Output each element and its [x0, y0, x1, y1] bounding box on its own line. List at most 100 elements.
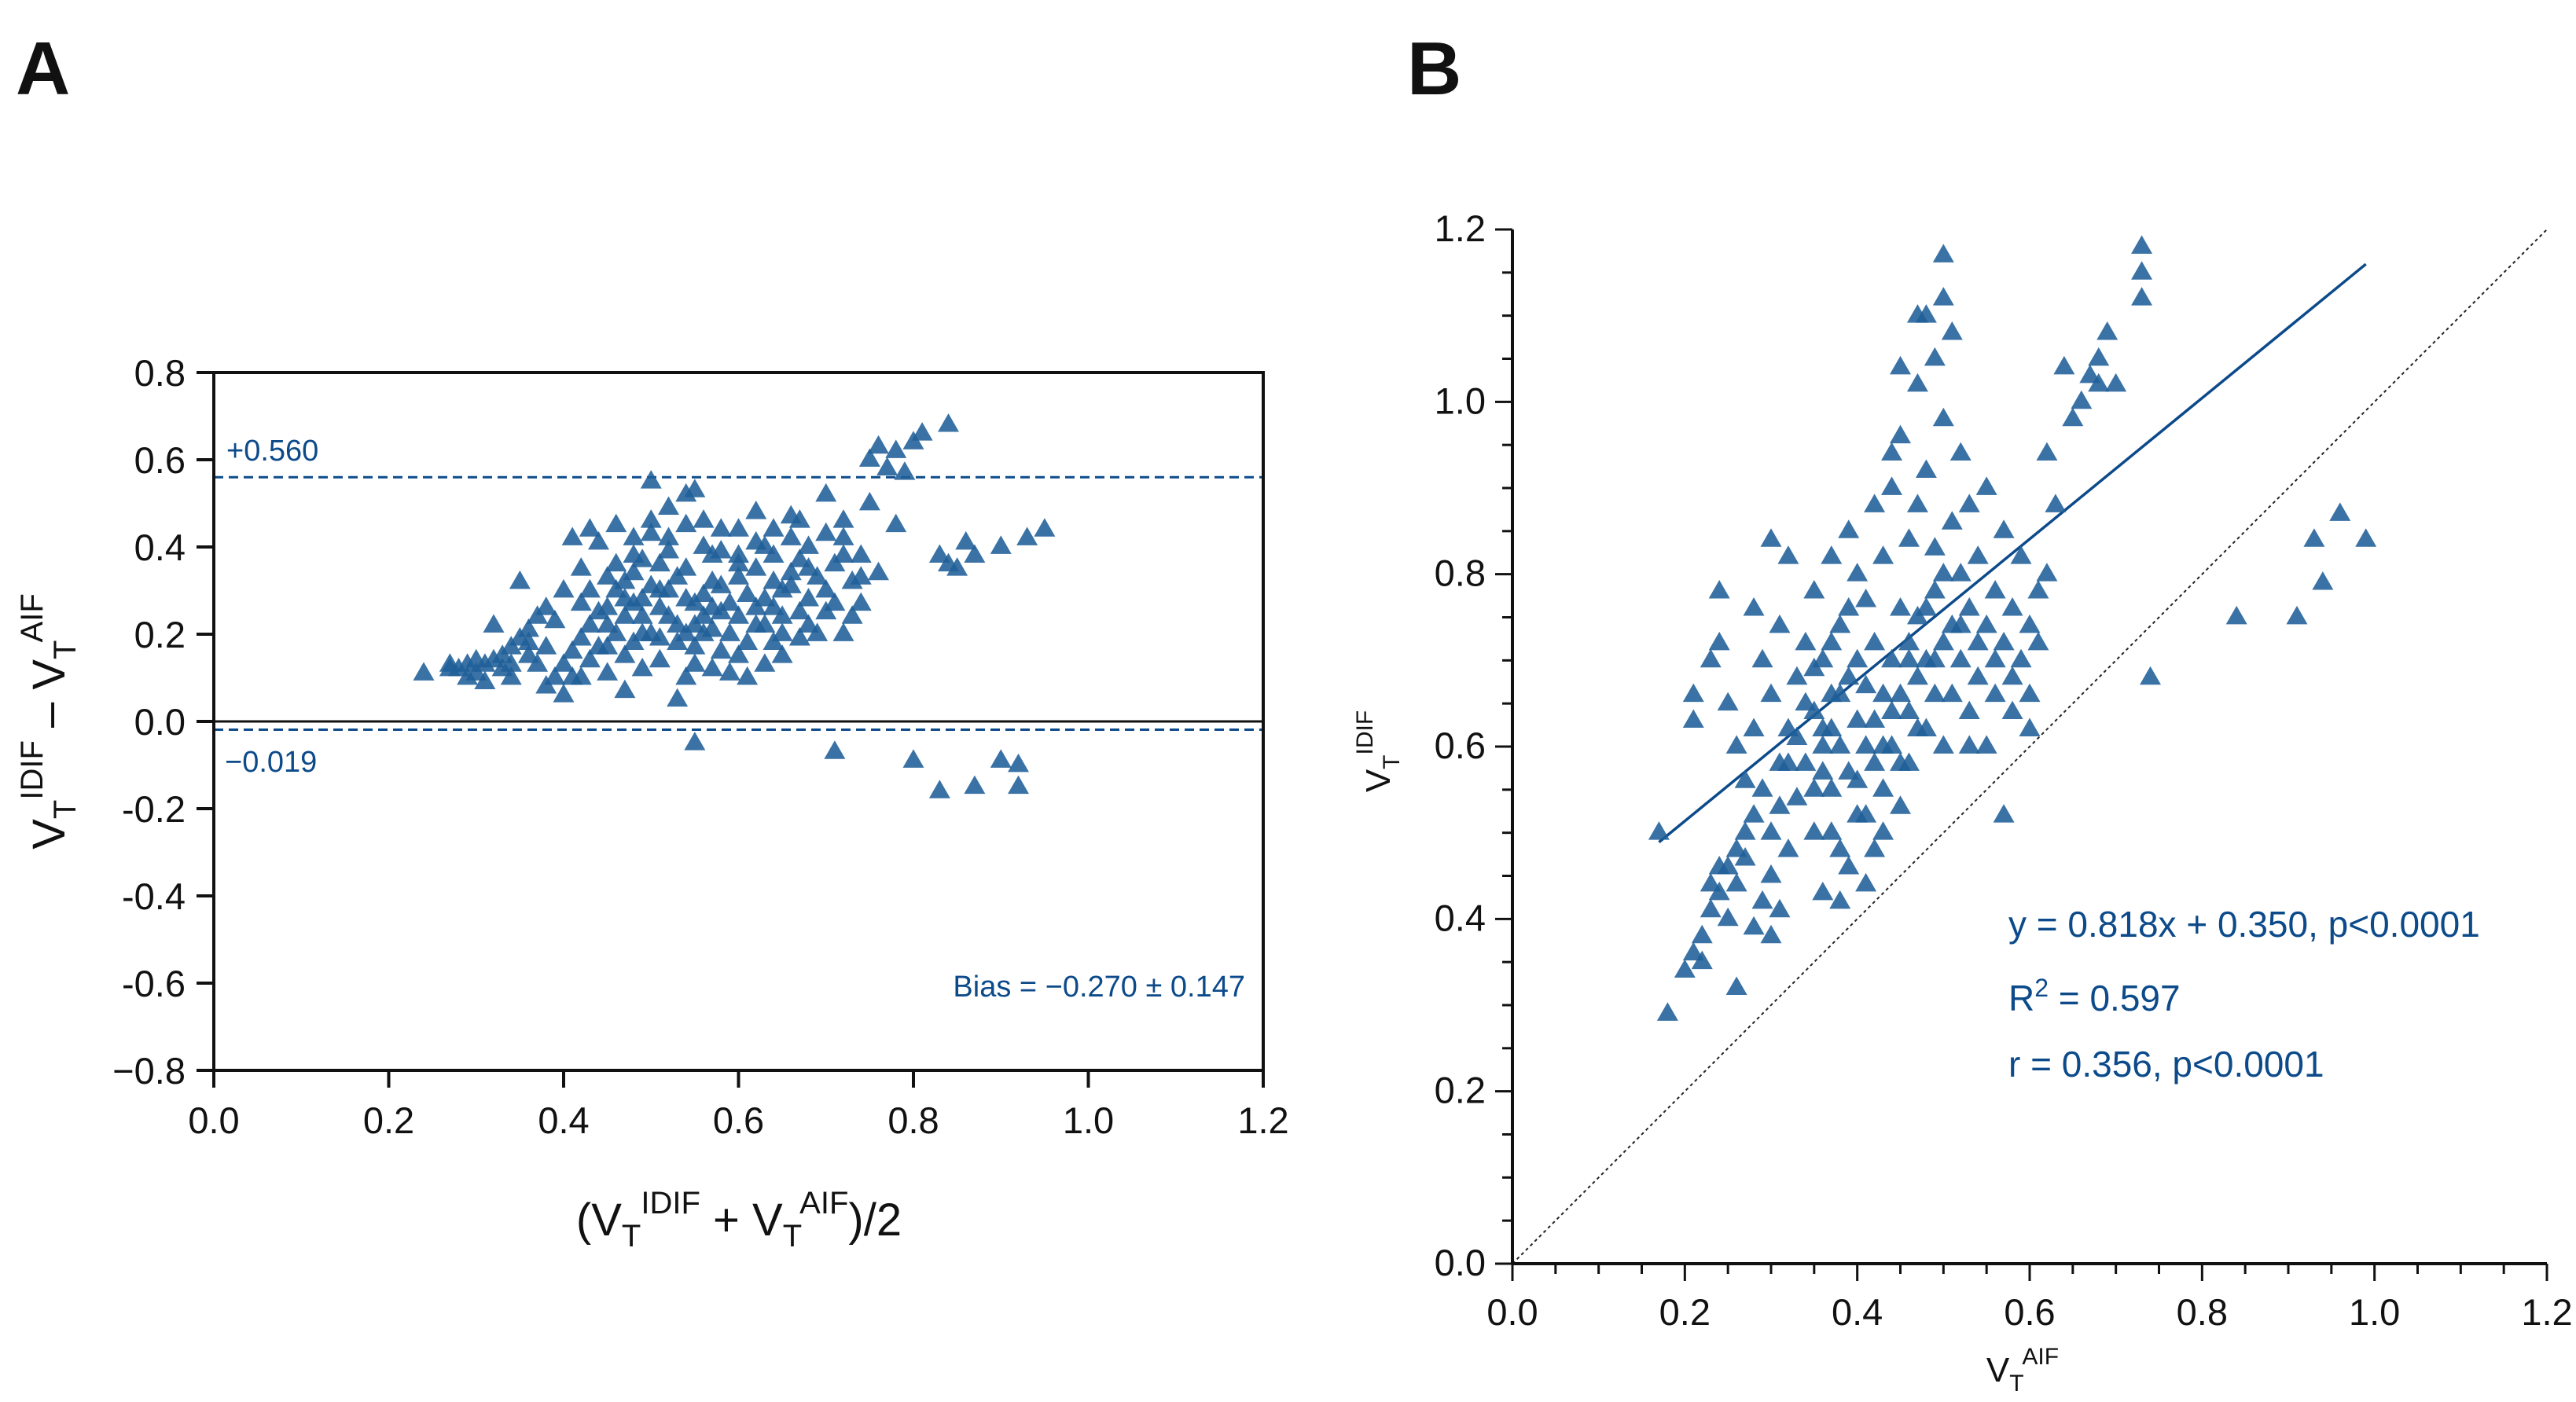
panel-a-data-point	[658, 496, 679, 515]
panel-b-data-point	[2355, 528, 2377, 547]
panel-a-data-point	[518, 631, 539, 651]
panel-b-data-point	[1725, 735, 1747, 754]
panel-b-data-point	[1717, 692, 1739, 711]
panel-a-data-point	[841, 605, 863, 624]
panel-b-y-tick-labels: 1.2 1.0 0.8 0.6 0.4 0.2 0.0	[1435, 207, 1486, 1283]
panel-b-data-point	[1838, 519, 1860, 538]
panel-a-data-point	[754, 588, 776, 607]
panel-b-data-point	[1924, 580, 1946, 599]
panel-a-data-point	[885, 513, 907, 533]
panel-b-data-point	[1648, 821, 1670, 840]
panel-a-data-point	[553, 684, 575, 703]
panel-a-data-point	[832, 622, 854, 641]
panel-a-data-point	[667, 614, 689, 633]
panel-a-data-point	[728, 566, 749, 585]
panel-b-data-point	[1838, 596, 1860, 616]
panel-a-data-point	[553, 653, 575, 672]
panel-a-letter: A	[16, 27, 70, 111]
panel-a-data-point	[938, 413, 959, 432]
panel-b-data-point	[1890, 424, 1911, 444]
panel-b-data-point	[1691, 924, 1713, 944]
panel-a-data-point	[737, 631, 759, 651]
panel-a-data-point	[631, 657, 653, 677]
panel-a-data-point	[649, 578, 671, 598]
panel-a-data-point	[771, 622, 793, 641]
panel-b-data-point	[2010, 648, 2032, 668]
panel-b-data-point	[1803, 778, 1825, 797]
panel-a-data-point	[928, 780, 950, 798]
panel-a-data-point	[1008, 775, 1029, 795]
panel-a-data-point	[684, 479, 706, 497]
panel-b-r2-text: R2 = 0.597	[2008, 974, 2181, 1018]
panel-a-x-tick-labels: 0.0 0.2 0.4 0.6 0.8 1.0 1.2	[188, 1099, 1288, 1141]
panel-a-data-point	[745, 596, 767, 615]
panel-a-data-point	[675, 588, 697, 607]
panel-b-data-point	[1751, 648, 1773, 668]
panel-a-data-point	[788, 600, 810, 620]
panel-a-data-point	[990, 535, 1012, 554]
panel-b-data-point	[2019, 683, 2041, 703]
panel-b-x-tick-label: 1.2	[2521, 1291, 2572, 1333]
panel-b-data-point	[1682, 941, 1704, 961]
panel-a-y-tick-label: -0.6	[122, 963, 186, 1004]
panel-b-data-point	[1751, 890, 1773, 909]
panel-a-ticks	[197, 371, 1265, 1088]
panel-b-data-point	[1760, 924, 1782, 944]
panel-b-data-point	[1769, 614, 1791, 633]
panel-a-data-point	[911, 422, 933, 441]
panel-b-data-point	[1898, 700, 1920, 720]
panel-a-data-point	[518, 618, 539, 637]
panel-b-data-point	[1941, 511, 1963, 530]
panel-b-data-point	[1864, 631, 1886, 651]
panel-b-data-point	[1941, 683, 1963, 703]
panel-b-data-point	[1872, 778, 1894, 797]
panel-a-data-point	[798, 557, 819, 576]
panel-b-data-point	[2096, 321, 2118, 340]
panel-a-data-point	[693, 622, 715, 641]
panel-a-data-point	[780, 561, 802, 581]
panel-b-data-point	[1847, 648, 1869, 668]
panel-b-data-point	[1751, 778, 1773, 797]
panel-b-data-point	[1847, 563, 1869, 582]
panel-b-x-tick-label: 1.0	[2349, 1291, 2400, 1333]
panel-b-identity-line	[1512, 229, 2548, 1264]
panel-b-data-point	[1777, 839, 1799, 857]
panel-b-y-tick-label: 1.2	[1435, 207, 1486, 249]
panel-b-data-point	[1906, 494, 1928, 512]
panel-b-data-point	[1760, 864, 1782, 883]
panel-a-data-point	[798, 535, 819, 554]
panel-a-data-point	[710, 518, 732, 537]
panel-b-data-point	[1932, 287, 1954, 306]
panel-a-data-point	[570, 557, 592, 576]
panel-b-data-point	[1881, 442, 1903, 461]
panel-a-data-point	[605, 552, 627, 572]
panel-b-data-point	[2303, 528, 2325, 547]
panel-a-data-point	[718, 622, 740, 641]
panel-a-data-point	[737, 666, 759, 685]
panel-b-y-tick-label: 0.8	[1435, 552, 1486, 594]
panel-a-data-point	[561, 640, 583, 659]
panel-b-data-point	[1898, 631, 1920, 651]
panel-b-data-point	[2019, 614, 2041, 633]
panel-a-data-point	[483, 614, 505, 633]
panel-b-data-point	[1803, 657, 1825, 677]
panel-b-y-tick-label: 1.0	[1435, 380, 1486, 421]
panel-b-data-point	[1967, 631, 1989, 651]
panel-a-data-point	[570, 666, 592, 685]
panel-a-data-point	[535, 636, 557, 655]
panel-a-reference-lines	[214, 475, 1263, 732]
panel-b-data-point	[1769, 898, 1791, 918]
panel-a-data-point	[728, 518, 749, 537]
panel-b-data-point	[1932, 407, 1954, 427]
panel-a-data-point	[798, 614, 819, 633]
panel-b-y-tick-label: 0.2	[1435, 1070, 1486, 1111]
panel-b-data-point	[1829, 614, 1851, 633]
panel-a-data-point	[798, 588, 819, 607]
panel-b-data-point	[1803, 580, 1825, 599]
panel-b-data-point	[1734, 769, 1756, 788]
panel-b-data-point	[1821, 545, 1843, 564]
panel-a-data-point	[553, 578, 575, 598]
panel-a-data-point	[745, 614, 767, 633]
panel-b-data-point	[1890, 596, 1911, 616]
panel-b-data-point	[1769, 795, 1791, 814]
